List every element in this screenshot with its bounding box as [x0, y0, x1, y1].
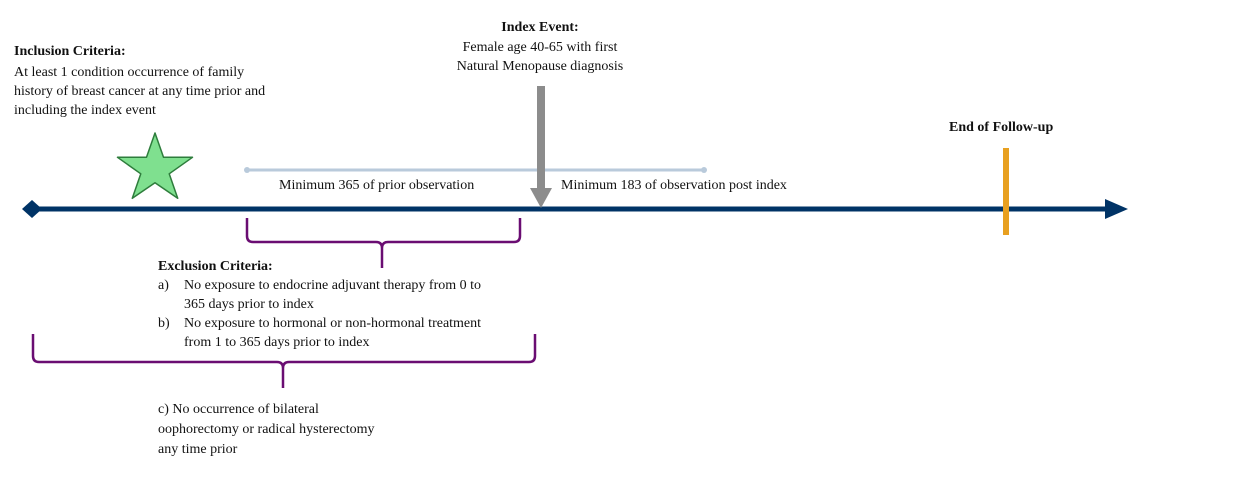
exclusion-item-a-line-1: No exposure to endocrine adjuvant therap…	[184, 278, 482, 293]
observation-line-end-dot	[701, 167, 707, 173]
index-event-title: Index Event:	[501, 20, 579, 35]
prior-observation-label: Minimum 365 of prior observation	[279, 178, 475, 193]
index-event-line-1: Female age 40-65 with first	[462, 40, 618, 55]
exclusion-brace-prior-window	[245, 218, 522, 268]
observation-line-start-dot	[244, 167, 250, 173]
exclusion-item-c-line-1: c) No occurrence of bilateral	[158, 402, 319, 417]
main-timeline	[22, 199, 1128, 219]
exclusion-item-b-line-1: No exposure to hormonal or non-hormonal …	[184, 316, 482, 331]
timeline-end-arrowhead	[1105, 199, 1128, 219]
index-event-arrow	[530, 86, 552, 208]
exclusion-item-b-line-2: from 1 to 365 days prior to index	[184, 335, 370, 350]
inclusion-criteria-line-1: At least 1 condition occurrence of famil…	[14, 65, 245, 80]
index-event-line-2: Natural Menopause diagnosis	[456, 59, 624, 74]
inclusion-criteria-line-3: including the index event	[14, 103, 156, 118]
inclusion-criteria-line-2: history of breast cancer at any time pri…	[14, 84, 266, 99]
exclusion-item-b-marker: b)	[158, 316, 170, 331]
timeline-start-diamond	[22, 200, 42, 218]
exclusion-criteria-title: Exclusion Criteria:	[158, 259, 273, 274]
exclusion-brace-any-time-prior	[31, 334, 537, 388]
exclusion-item-a-line-2: 365 days prior to index	[184, 297, 314, 312]
end-of-followup-bar	[1003, 148, 1009, 235]
exclusion-item-c-line-3: any time prior	[158, 442, 238, 457]
inclusion-star-icon	[116, 132, 194, 200]
post-observation-label: Minimum 183 of observation post index	[561, 178, 787, 193]
observation-window-line	[244, 167, 707, 173]
inclusion-criteria-title: Inclusion Criteria:	[14, 44, 126, 59]
exclusion-item-a-marker: a)	[158, 278, 169, 293]
end-of-followup-label: End of Follow-up	[949, 120, 1054, 135]
exclusion-item-c-line-2: oophorectomy or radical hysterectomy	[158, 422, 375, 437]
